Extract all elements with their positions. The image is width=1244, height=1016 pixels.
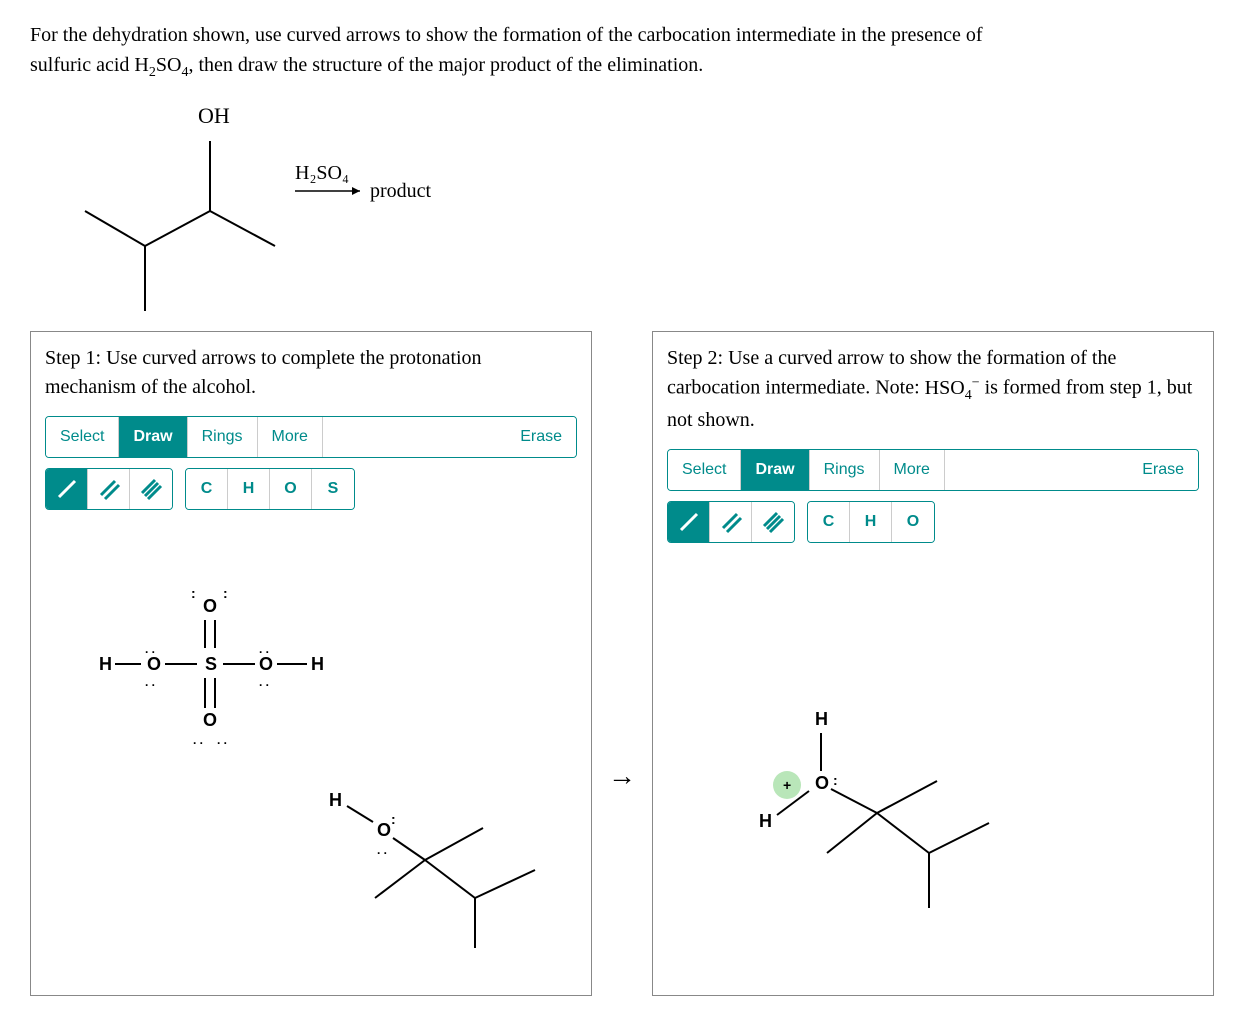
svg-text:. .: . . — [259, 675, 269, 689]
oh-label: OH — [198, 103, 230, 128]
reagent-label: H₂SO₄ — [295, 162, 349, 184]
erase-button[interactable]: Erase — [506, 417, 576, 457]
step1-panel: Step 1: Use curved arrows to complete th… — [30, 331, 592, 996]
erase-button[interactable]: Erase — [1128, 450, 1198, 490]
step1-toolbar: Select Draw Rings More Erase — [45, 416, 577, 458]
rings-button[interactable]: Rings — [188, 417, 258, 457]
select-button[interactable]: Select — [46, 417, 119, 457]
more-button[interactable]: More — [258, 417, 323, 457]
svg-text:. .: . . — [259, 642, 269, 656]
single-bond-button[interactable] — [668, 502, 710, 542]
element-c-button[interactable]: C — [808, 502, 850, 542]
svg-text:. .: . . — [377, 843, 387, 857]
svg-text:O: O — [815, 773, 829, 793]
hso4-formula: HSO4− — [925, 377, 980, 399]
svg-text:H: H — [815, 709, 828, 729]
svg-text:H: H — [329, 790, 342, 810]
step1-text: Step 1: Use curved arrows to complete th… — [45, 344, 577, 402]
element-group: C H O S — [185, 468, 355, 510]
reaction-scheme: OH H₂SO₄ product — [50, 91, 1214, 321]
svg-text:H: H — [311, 654, 324, 674]
product-label: product — [370, 180, 432, 202]
toolbar-spacer — [323, 417, 506, 457]
element-o-button[interactable]: O — [892, 502, 934, 542]
rings-button[interactable]: Rings — [810, 450, 880, 490]
single-bond-button[interactable] — [46, 469, 88, 509]
problem-line2-b: , then draw the structure of the major p… — [188, 54, 703, 76]
step2-toolbar: Select Draw Rings More Erase — [667, 449, 1199, 491]
svg-text:. .: . . — [193, 733, 203, 747]
svg-text:O: O — [147, 654, 161, 674]
double-bond-button[interactable] — [710, 502, 752, 542]
svg-text::: : — [391, 811, 396, 827]
problem-text: For the dehydration shown, use curved ar… — [30, 20, 1214, 83]
svg-text:+: + — [783, 777, 791, 793]
step1-subtoolbar: C H O S — [45, 468, 577, 510]
step2-subtoolbar: C H O — [667, 501, 1199, 543]
svg-text:H: H — [99, 654, 112, 674]
between-panels-arrow: → — [608, 761, 636, 793]
element-s-button[interactable]: S — [312, 469, 354, 509]
svg-text::: : — [833, 772, 838, 788]
step2-text: Step 2: Use a curved arrow to show the f… — [667, 344, 1199, 435]
double-bond-button[interactable] — [88, 469, 130, 509]
element-group: C H O — [807, 501, 935, 543]
step1-canvas[interactable]: O : : S O . . . . O . . . . H — [45, 530, 577, 950]
svg-text::: : — [191, 585, 196, 601]
element-h-button[interactable]: H — [850, 502, 892, 542]
step2-panel: Step 2: Use a curved arrow to show the f… — [652, 331, 1214, 996]
triple-bond-button[interactable] — [130, 469, 172, 509]
svg-text:. .: . . — [145, 675, 155, 689]
svg-text::: : — [223, 585, 228, 601]
step2-canvas[interactable]: O : + H H — [667, 563, 1199, 983]
more-button[interactable]: More — [880, 450, 945, 490]
svg-text:O: O — [377, 820, 391, 840]
svg-text:S: S — [205, 654, 217, 674]
element-o-button[interactable]: O — [270, 469, 312, 509]
bond-group — [45, 468, 173, 510]
toolbar-spacer — [945, 450, 1128, 490]
element-h-button[interactable]: H — [228, 469, 270, 509]
panels: Step 1: Use curved arrows to complete th… — [30, 331, 1214, 996]
triple-bond-button[interactable] — [752, 502, 794, 542]
svg-text:. .: . . — [217, 733, 227, 747]
svg-text:H: H — [759, 811, 772, 831]
draw-button[interactable]: Draw — [741, 450, 809, 490]
element-c-button[interactable]: C — [186, 469, 228, 509]
svg-text:O: O — [203, 596, 217, 616]
select-button[interactable]: Select — [668, 450, 741, 490]
svg-text:. .: . . — [145, 642, 155, 656]
draw-button[interactable]: Draw — [119, 417, 187, 457]
problem-line2-a: sulfuric acid — [30, 54, 134, 76]
svg-text:O: O — [259, 654, 273, 674]
problem-line1: For the dehydration shown, use curved ar… — [30, 24, 982, 46]
svg-text:O: O — [203, 710, 217, 730]
acid-formula: H2SO4 — [134, 54, 188, 76]
bond-group — [667, 501, 795, 543]
